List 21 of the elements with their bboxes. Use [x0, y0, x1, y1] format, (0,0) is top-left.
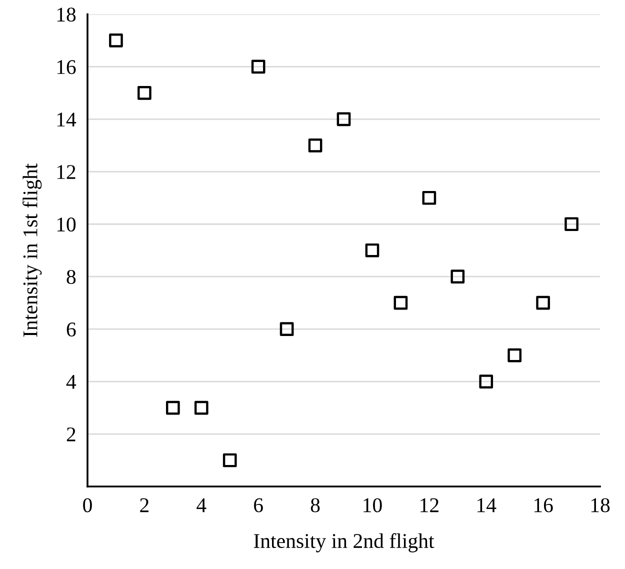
y-tick-label: 2 [66, 427, 76, 442]
x-tick-label: 10 [364, 498, 382, 512]
y-tick-label: 12 [57, 165, 76, 179]
y-tick-label: 8 [66, 270, 76, 284]
y-tick-label: 6 [66, 322, 76, 337]
x-tick-label: 6 [254, 498, 263, 512]
x-tick-label: 4 [196, 498, 206, 512]
x-tick-label: 16 [534, 498, 553, 512]
x-tick-label: 14 [478, 498, 496, 512]
x-tick-label: 12 [420, 498, 438, 512]
y-tick-label: 18 [57, 8, 76, 22]
x-tick-label: 2 [140, 498, 149, 512]
x-tick-label: 0 [83, 498, 92, 512]
y-tick-label: 10 [57, 217, 76, 232]
y-axis-title: Intensity in 1st flight [22, 163, 42, 337]
x-tick-label: 18 [591, 498, 610, 512]
y-tick-label: 4 [66, 375, 76, 389]
y-tick-label: 16 [57, 60, 76, 74]
x-axis-title: Intensity in 2nd flight [254, 533, 434, 552]
x-tick-label: 8 [310, 498, 320, 512]
y-tick-label: 14 [57, 112, 76, 126]
